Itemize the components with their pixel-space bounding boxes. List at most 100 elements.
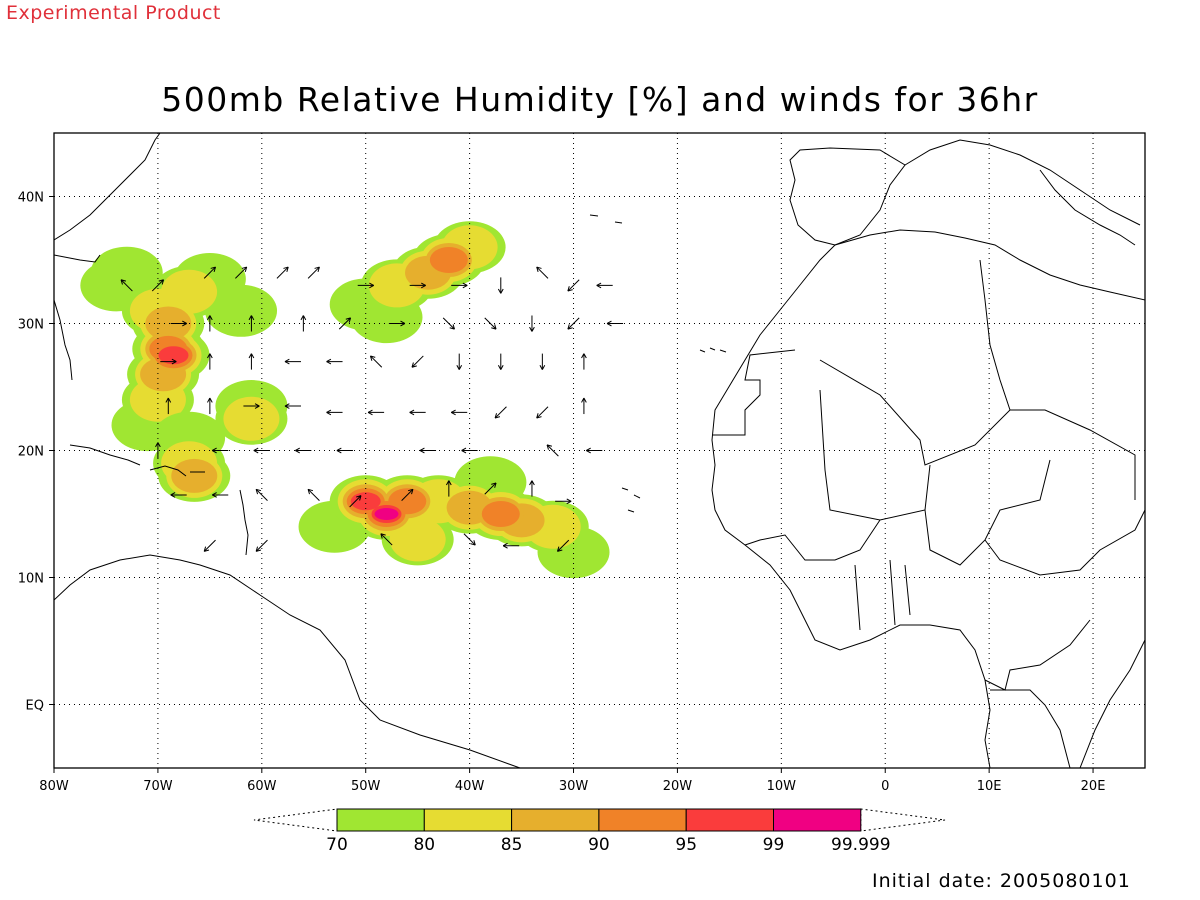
x-tick-label-0: 80W bbox=[39, 779, 69, 794]
wind-vector-19 bbox=[442, 317, 455, 330]
x-tick-label-1: 70W bbox=[143, 779, 173, 794]
wind-vector-2 bbox=[170, 320, 187, 327]
x-tick-label-6: 20W bbox=[663, 779, 693, 794]
colorbar-swatch-4 bbox=[685, 808, 775, 832]
humidity-region-tropical-wave bbox=[298, 456, 610, 579]
wind-vector-8 bbox=[409, 282, 426, 289]
wind-vector-6 bbox=[307, 266, 320, 279]
wind-vector-12 bbox=[567, 279, 580, 292]
coastline-azores bbox=[589, 214, 623, 224]
colorbar-swatch-0 bbox=[336, 808, 425, 832]
colorbar-label-0: 70 bbox=[326, 835, 348, 855]
colorbar-label-2: 85 bbox=[501, 835, 523, 855]
colorbar-swatch-3 bbox=[598, 808, 687, 832]
axis-tick-layer: 80W 70W 60W 50W 40W 30W 20W 10W 0 10E 20E EQ 10N 20N 3… bbox=[18, 191, 1106, 795]
coastline-south-america bbox=[54, 554, 521, 768]
wind-vector-16 bbox=[300, 315, 307, 332]
wind-vector-30 bbox=[411, 355, 424, 368]
y-tick-label-3: 30N bbox=[18, 318, 44, 333]
x-tick-label-9: 10E bbox=[977, 779, 1002, 794]
wind-vector-32 bbox=[497, 353, 504, 370]
coastline-cape-verde bbox=[621, 487, 641, 513]
wind-vector-64 bbox=[555, 498, 572, 505]
wind-vector-58 bbox=[307, 488, 320, 501]
wind-vector-70 bbox=[556, 539, 570, 552]
x-tick-label-7: 10W bbox=[767, 779, 797, 794]
wind-vector-41 bbox=[409, 409, 426, 416]
wind-vector-33 bbox=[539, 353, 546, 370]
wind-vector-51 bbox=[419, 447, 437, 454]
coastline-florida bbox=[54, 299, 73, 381]
wind-vector-7 bbox=[357, 282, 374, 289]
wind-vector-53 bbox=[546, 444, 559, 457]
wind-vector-18 bbox=[388, 320, 406, 327]
wind-vector-42 bbox=[450, 409, 468, 416]
x-tick-label-5: 30W bbox=[559, 779, 589, 794]
humidity-cell-1-5-l3 bbox=[429, 247, 468, 273]
colorbar-swatch-2 bbox=[511, 808, 600, 832]
coastline-north-america bbox=[54, 133, 161, 241]
wind-vector-61 bbox=[446, 480, 452, 497]
colorbar-label-5: 99 bbox=[763, 835, 785, 855]
wind-vector-50 bbox=[336, 447, 353, 454]
wind-vector-36 bbox=[207, 397, 213, 415]
page-title: 500mb Relative Humidity [%] and winds fo… bbox=[161, 80, 1039, 119]
humidity-region-west-atlantic-band bbox=[80, 246, 278, 452]
wind-vector-68 bbox=[463, 533, 476, 546]
wind-vector-24 bbox=[160, 358, 177, 365]
wind-vector-13 bbox=[596, 282, 613, 289]
wind-vector-9 bbox=[451, 282, 468, 289]
humidity-layer bbox=[80, 221, 610, 579]
wind-vector-22 bbox=[567, 317, 580, 330]
humidity-cell-2-4-l2 bbox=[171, 458, 218, 493]
wind-vector-60 bbox=[401, 488, 414, 501]
wind-vector-31 bbox=[456, 353, 463, 370]
wind-vector-66 bbox=[255, 539, 268, 552]
wind-vector-15 bbox=[248, 315, 255, 332]
humidity-region-north-central-band bbox=[329, 221, 506, 344]
wind-vector-44 bbox=[536, 406, 549, 419]
border-gabon-congo bbox=[984, 619, 1091, 691]
wind-vector-57 bbox=[255, 488, 268, 501]
wind-vector-43 bbox=[494, 406, 507, 419]
wind-vector-34 bbox=[581, 353, 587, 370]
colorbar-label-6: 99.999 bbox=[831, 835, 890, 855]
border-central-africa bbox=[984, 509, 1145, 576]
x-tick-label-4: 40W bbox=[455, 779, 485, 794]
wind-vector-25 bbox=[207, 353, 213, 370]
wind-vector-29 bbox=[369, 355, 383, 368]
humidity-cell-0-8-l2 bbox=[145, 306, 192, 341]
humidity-region-caribbean-cell bbox=[153, 380, 288, 502]
border-nigeria bbox=[924, 459, 1051, 566]
y-tick-label-0: EQ bbox=[26, 699, 44, 714]
border-angola bbox=[990, 689, 1071, 768]
wind-vector-35 bbox=[165, 397, 172, 415]
wind-vector-48 bbox=[253, 447, 270, 454]
coastline-france-italy bbox=[904, 139, 1141, 226]
wind-vector-39 bbox=[326, 409, 343, 416]
wind-vector-56 bbox=[212, 492, 229, 498]
colorbar-label-3: 90 bbox=[588, 835, 610, 855]
colorbar-swatch-1 bbox=[423, 808, 513, 832]
coastline-us-southeast bbox=[54, 254, 101, 263]
wind-vector-55 bbox=[170, 492, 187, 498]
y-tick-label-2: 20N bbox=[18, 445, 44, 460]
wind-vector-38 bbox=[284, 403, 301, 409]
colorbar-label-1: 80 bbox=[413, 835, 435, 855]
wind-vector-59 bbox=[349, 495, 362, 508]
humidity-cell-base-0-1 bbox=[90, 246, 163, 299]
wind-vector-54 bbox=[586, 447, 603, 454]
wind-vector-52 bbox=[461, 447, 478, 454]
wind-vector-49 bbox=[295, 447, 312, 454]
wind-vector-23 bbox=[606, 320, 624, 327]
humidity-cell-0-11-l4 bbox=[158, 346, 189, 365]
border-ghana bbox=[854, 559, 911, 631]
coastline-layer bbox=[54, 133, 1145, 768]
wind-vectors-layer bbox=[120, 266, 624, 552]
wind-vector-1 bbox=[151, 279, 165, 292]
border-west-africa bbox=[744, 519, 881, 561]
wind-vector-28 bbox=[326, 358, 343, 365]
wind-vector-67 bbox=[380, 533, 393, 546]
humidity-cell-2-3-l1 bbox=[223, 396, 280, 441]
